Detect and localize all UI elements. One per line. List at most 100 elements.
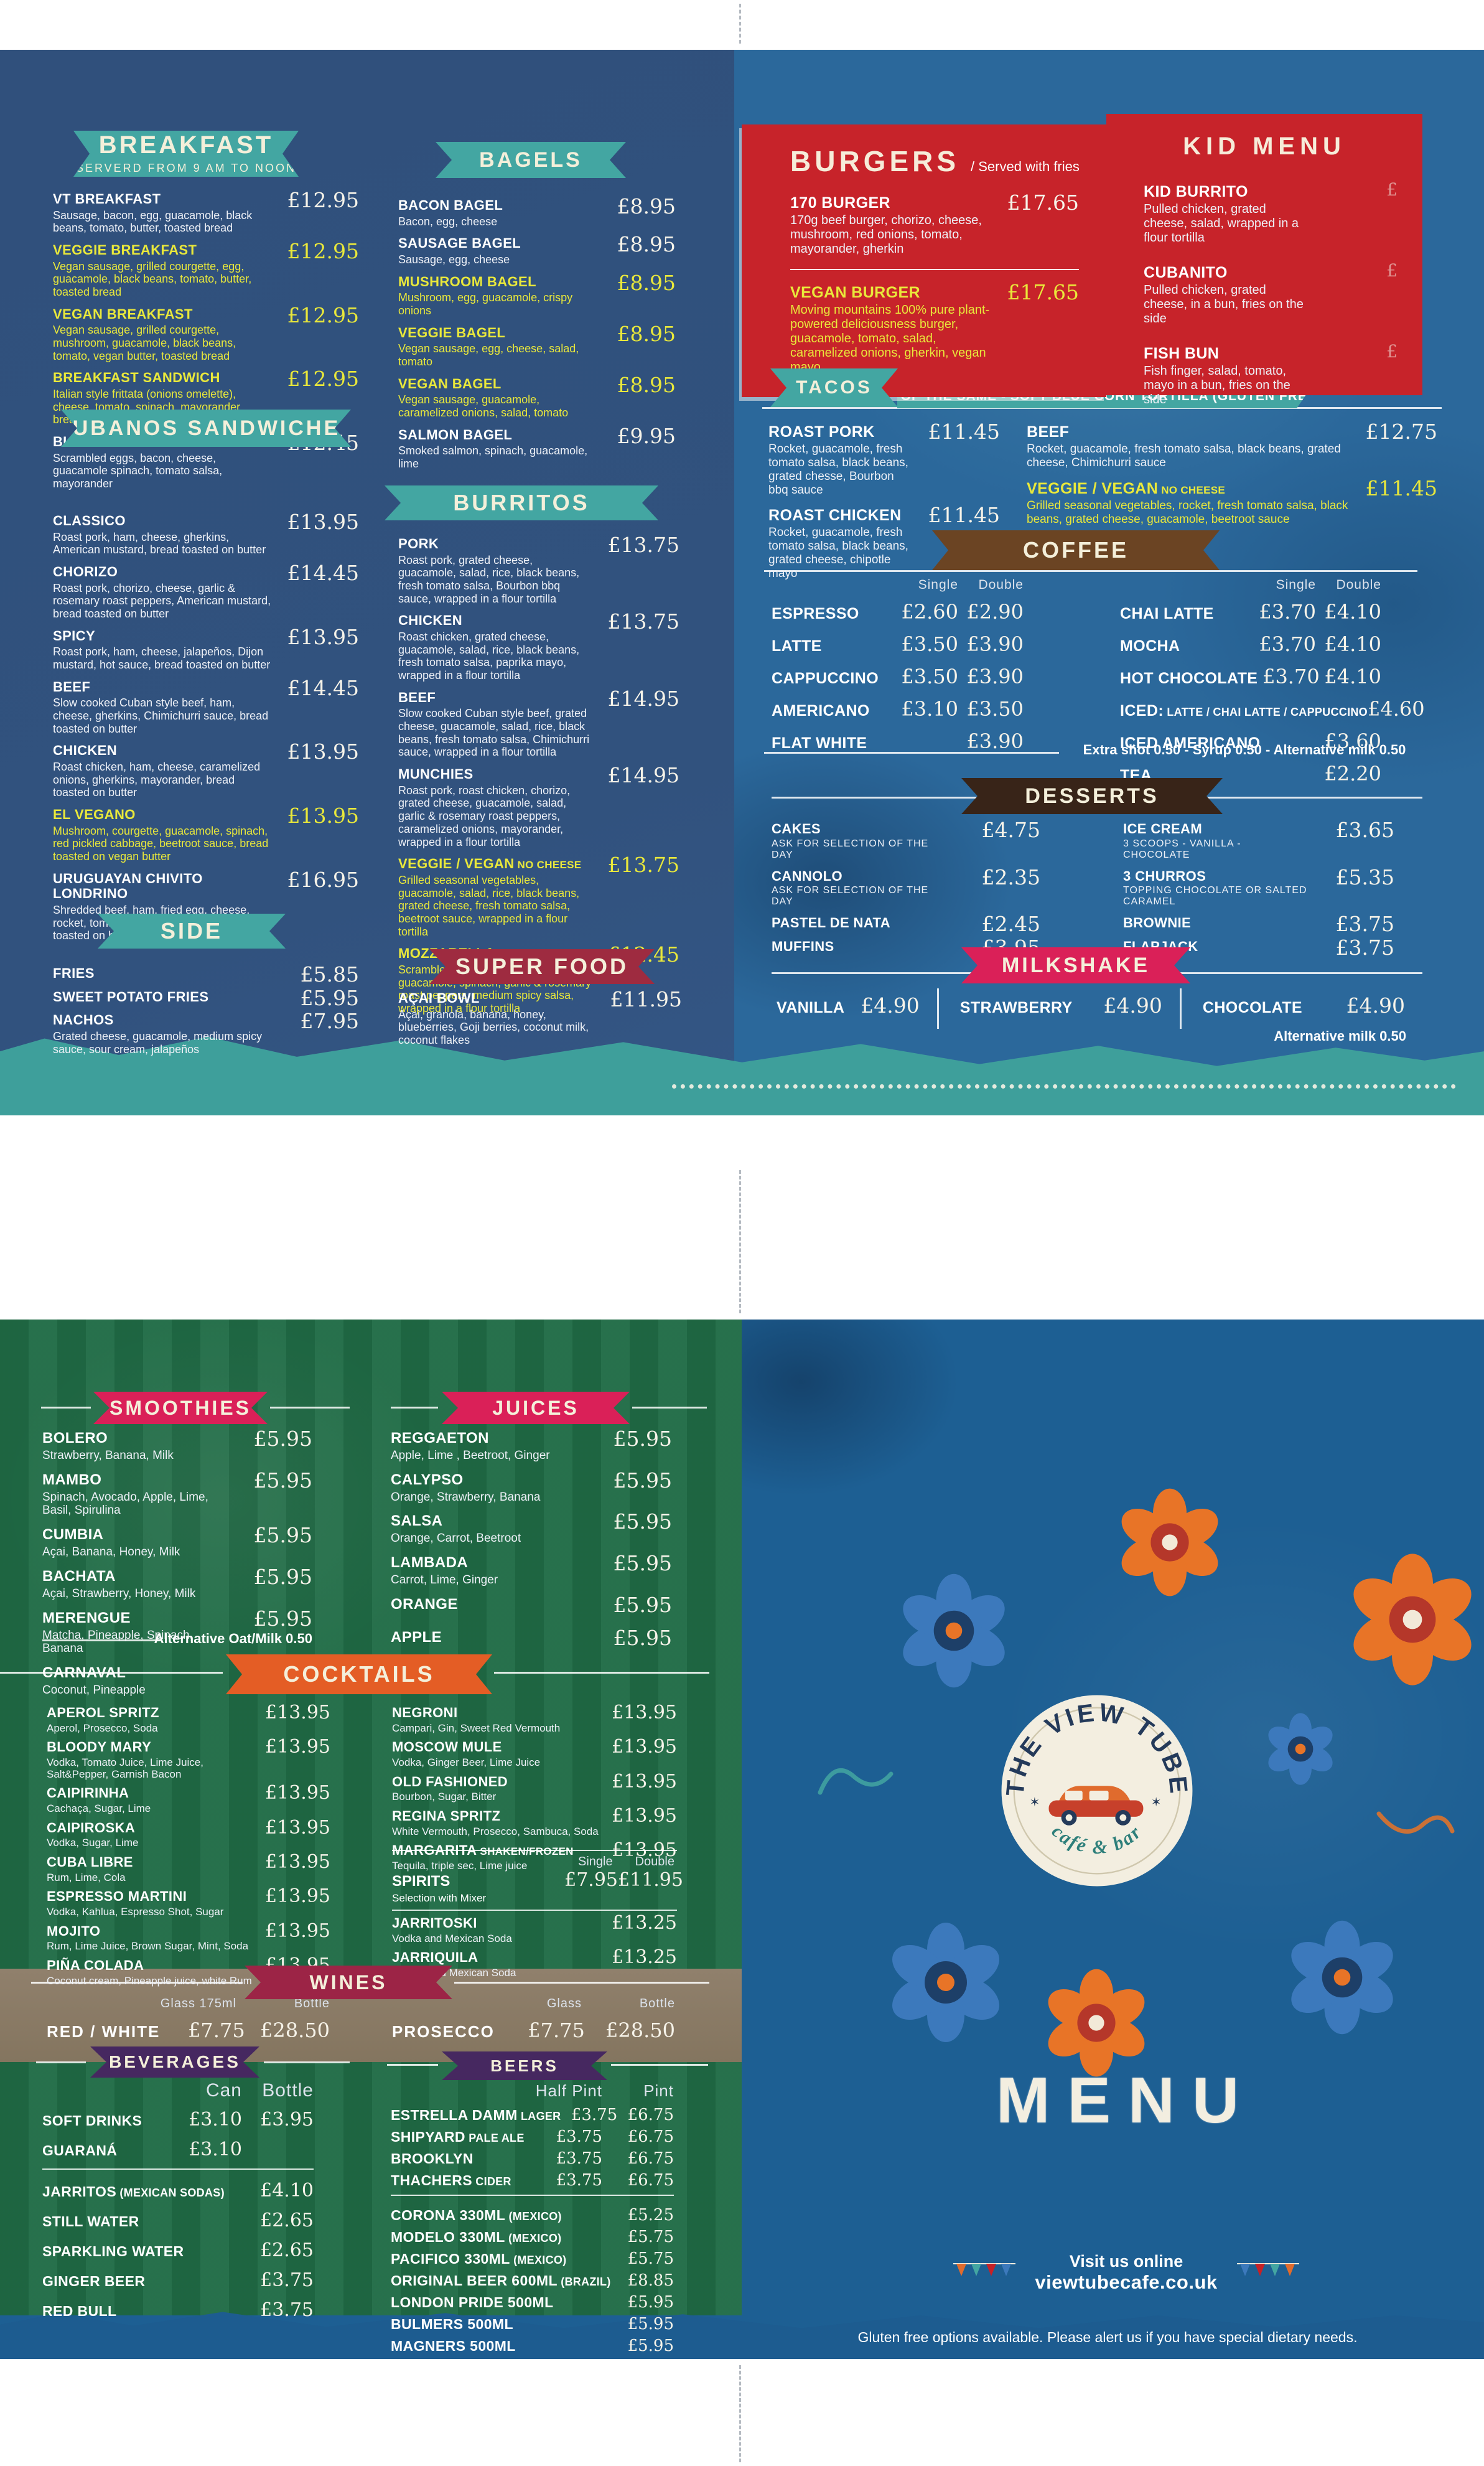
section-title: MILKSHAKE bbox=[1001, 954, 1150, 977]
item-desc: Vegan sausage, grilled courgette, mushro… bbox=[53, 324, 236, 362]
coffee-rows-right: CHAI LATTE £3.70 £4.10 MOCHA £3.70 £4.10 HOT C… bbox=[1120, 600, 1425, 785]
item-price: £13.95 bbox=[287, 804, 359, 828]
divider bbox=[611, 2064, 708, 2066]
price-a: £3.70 bbox=[1259, 600, 1316, 624]
item-desc: Fish finger, salad, tomato, mayo in a bu… bbox=[1144, 364, 1290, 406]
item-desc: Rocket, guacamole, fresh tomato salsa, b… bbox=[1027, 443, 1341, 469]
menu-item: CLASSICO £13.95 Roast pork, ham, cheese, g… bbox=[53, 512, 359, 556]
menu-item: CALYPSO £5.95 Orange, Strawberry, Banana bbox=[391, 1470, 672, 1504]
divider bbox=[42, 1639, 161, 1641]
item-name: JARRIQUILA bbox=[392, 1949, 478, 1966]
price-b: £2.20 bbox=[1324, 762, 1381, 785]
visit-label: Visit us online bbox=[1069, 2252, 1183, 2271]
item-name: CAKES bbox=[772, 821, 821, 837]
bagels-banner: BAGELS bbox=[436, 142, 626, 178]
section-title: SMOOTHIES bbox=[109, 1397, 251, 1419]
item-desc: Vodka and Mexican Soda bbox=[392, 1932, 512, 1944]
item-price: £5.95 bbox=[253, 1606, 312, 1631]
menu-item: CHICKEN £13.95 Roast chicken, ham, cheese,… bbox=[53, 739, 359, 799]
cocktails-banner: COCKTAILS bbox=[226, 1654, 492, 1694]
wines-banner: WINES bbox=[245, 1966, 452, 1999]
item-name: MODELO 330ML (MEXICO) bbox=[391, 2229, 562, 2245]
price-row: GUARANÁ £3.10 bbox=[42, 2139, 314, 2160]
divider bbox=[270, 1407, 350, 1409]
item-price: £17.65 bbox=[1007, 280, 1079, 304]
item-price: £12.95 bbox=[287, 239, 359, 263]
item-desc: Vodka, Sugar, Lime bbox=[47, 1837, 139, 1849]
menu-item: VEGAN BAGEL £8.95 Vegan sausage, guacamole… bbox=[398, 375, 676, 420]
menu-item: PASTEL DE NATA £2.45 bbox=[772, 914, 1040, 934]
column-label: Single bbox=[1276, 578, 1316, 592]
price-b: £3.75 bbox=[260, 2269, 314, 2291]
item-name: SPARKLING WATER bbox=[42, 2243, 184, 2259]
menu-item: PORK £13.75 Roast pork, grated cheese, gua… bbox=[398, 535, 679, 605]
divider bbox=[0, 1672, 223, 1674]
price-b: £2.65 bbox=[260, 2239, 314, 2261]
menu-item: FRIES £5.85 bbox=[53, 964, 359, 985]
item-name: JARRITOS (MEXICAN SODAS) bbox=[42, 2183, 225, 2200]
item-price: £11.45 bbox=[928, 503, 1000, 528]
divider bbox=[391, 1407, 438, 1409]
column-label: Glass bbox=[546, 1997, 582, 2010]
page-food: BREAKFAST SERVERD FROM 9 AM TO NOON VT B… bbox=[0, 50, 1484, 1115]
item-name: OLD FASHIONED bbox=[392, 1773, 508, 1789]
smoothies-banner: SMOOTHIES bbox=[93, 1392, 268, 1424]
price-row: ICED AMERICANO £3.60 bbox=[1120, 729, 1381, 753]
section-title: CUBANOS SANDWICHES bbox=[55, 416, 357, 440]
item-name: EL VEGANO bbox=[53, 807, 136, 823]
price-b: £5.95 bbox=[627, 2315, 674, 2333]
item-name: JARRITOSKI bbox=[392, 1915, 477, 1931]
item-price: £4.90 bbox=[1103, 993, 1162, 1018]
price-a: £3.70 bbox=[1259, 632, 1316, 656]
divider bbox=[494, 1672, 709, 1674]
coffee-table-left: Single Double ESPRESSO £2.60 £2.90 LATTE £3.… bbox=[772, 578, 1024, 762]
menu-item: ORANGE £5.95 bbox=[391, 1595, 672, 1615]
item-note: ASK FOR SELECTION OF THE DAY bbox=[772, 885, 929, 907]
item-price: £5.95 bbox=[253, 1468, 312, 1493]
menu-item: BACON BAGEL £8.95 Bacon, egg, cheese bbox=[398, 194, 676, 228]
smoothies-note: Alternative Oat/Milk 0.50 bbox=[154, 1631, 312, 1646]
price-row: MODELO 330ML (MEXICO) £5.75 bbox=[391, 2228, 674, 2246]
item-name: MUSHROOM BAGEL bbox=[398, 273, 536, 289]
menu-item: 3 CHURROS £5.35 TOPPING CHOCOLATE OR SALTE… bbox=[1123, 867, 1394, 908]
menu-item: REGINA SPRITZ £13.95 White Vermouth, Prose… bbox=[392, 1806, 677, 1837]
item-name: CHOCOLATE bbox=[1202, 999, 1302, 1016]
item-name: FLAT WHITE bbox=[772, 734, 867, 752]
item-desc: Roast chicken, grated cheese, guacamole,… bbox=[398, 631, 580, 682]
item-price: £8.95 bbox=[617, 194, 676, 218]
divider bbox=[41, 1407, 91, 1409]
item-name: BROOKLYN bbox=[391, 2150, 474, 2167]
spacer bbox=[772, 578, 893, 593]
website-url[interactable]: viewtubecafe.co.uk bbox=[1035, 2271, 1218, 2293]
price-b: £4.10 bbox=[1324, 665, 1381, 688]
divider bbox=[36, 2061, 86, 2063]
item-name: VEGGIE BAGEL bbox=[398, 324, 506, 340]
menu-item: BEEF £14.45 Slow cooked Cuban style beef, … bbox=[53, 678, 359, 736]
item-name: CHORIZO bbox=[53, 564, 118, 579]
item-price: £13.95 bbox=[612, 1770, 677, 1793]
item-name: MUFFINS bbox=[772, 938, 834, 954]
price-b: £5.75 bbox=[627, 2249, 674, 2268]
price-a: £3.10 bbox=[189, 2139, 242, 2160]
registration-mark bbox=[739, 4, 741, 44]
column-label: Pint bbox=[643, 2081, 674, 2100]
registration-mark bbox=[739, 2365, 741, 2462]
item-name: CUMBIA bbox=[42, 1526, 104, 1544]
item-name: LONDON PRIDE 500ML bbox=[391, 2294, 554, 2310]
coffee-rows-left: ESPRESSO £2.60 £2.90 LATTE £3.50 £3.90 CAPPUCC… bbox=[772, 600, 1024, 753]
item-desc: Rum, Lime Juice, Brown Sugar, Mint, Soda bbox=[47, 1940, 249, 1953]
beers-banner: BEERS bbox=[442, 2051, 607, 2080]
menu-item: NEGRONI £13.95 Campari, Gin, Sweet Red Ver… bbox=[392, 1704, 677, 1734]
item-price: £13.95 bbox=[287, 739, 359, 764]
coffee-banner: COFFEE bbox=[932, 530, 1220, 570]
swirl-doodle-icon bbox=[815, 1755, 896, 1808]
burgers-banner: / Served with fries BURGERS / Served wit… bbox=[742, 124, 1106, 178]
section-title: SIDE bbox=[160, 918, 223, 944]
price-row: STILL WATER £2.65 bbox=[42, 2210, 314, 2231]
price-a: £3.10 bbox=[901, 697, 958, 721]
item-name: CHICKEN bbox=[398, 612, 463, 629]
item-price: £13.95 bbox=[265, 1850, 330, 1873]
green-background bbox=[0, 1320, 742, 2315]
breakfast-items: VT BREAKFAST £12.95 Sausage, bacon, egg, g… bbox=[53, 190, 359, 499]
